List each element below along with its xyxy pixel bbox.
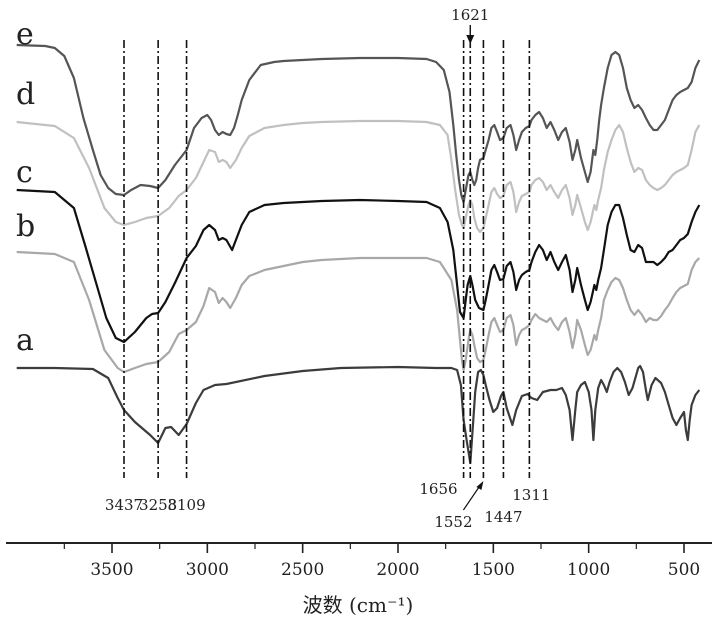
curve-label-e: e (16, 17, 34, 52)
curve-label-c: c (16, 155, 33, 190)
x-tick-label-500: 500 (668, 560, 700, 580)
x-tick-label-1000: 1000 (567, 560, 610, 580)
curve-label-b: b (16, 209, 35, 244)
x-axis: 3500 3000 2500 2000 1500 1000 500 (6, 543, 712, 580)
arrow-1621-head (466, 35, 474, 44)
peak-label-1621: 1621 (451, 6, 489, 24)
spectrum-c (17, 190, 700, 342)
x-tick-label-3000: 3000 (186, 560, 229, 580)
peak-label-3437: 3437 (105, 496, 143, 514)
peak-label-1447: 1447 (484, 508, 522, 526)
curve-label-d: d (16, 77, 35, 112)
x-tick-label-2500: 2500 (281, 560, 324, 580)
x-tick-label-1500: 1500 (472, 560, 515, 580)
curve-label-a: a (16, 323, 34, 358)
x-tick-label-2000: 2000 (376, 560, 419, 580)
x-tick-label-3500: 3500 (90, 560, 133, 580)
arrow-1552-shaft (463, 485, 480, 510)
peak-label-3109: 3109 (167, 496, 205, 514)
curve-label-group: a bc de (16, 17, 35, 358)
x-axis-title: 波数 (cm⁻¹) (303, 593, 414, 617)
peak-label-1311: 1311 (512, 486, 550, 504)
peak-label-1656: 1656 (419, 480, 457, 498)
spectrum-b (17, 252, 700, 372)
spectrum-e (17, 45, 700, 202)
peak-label-1552: 1552 (434, 513, 472, 531)
spectrum-a (17, 366, 700, 463)
spectra-group (17, 45, 700, 463)
